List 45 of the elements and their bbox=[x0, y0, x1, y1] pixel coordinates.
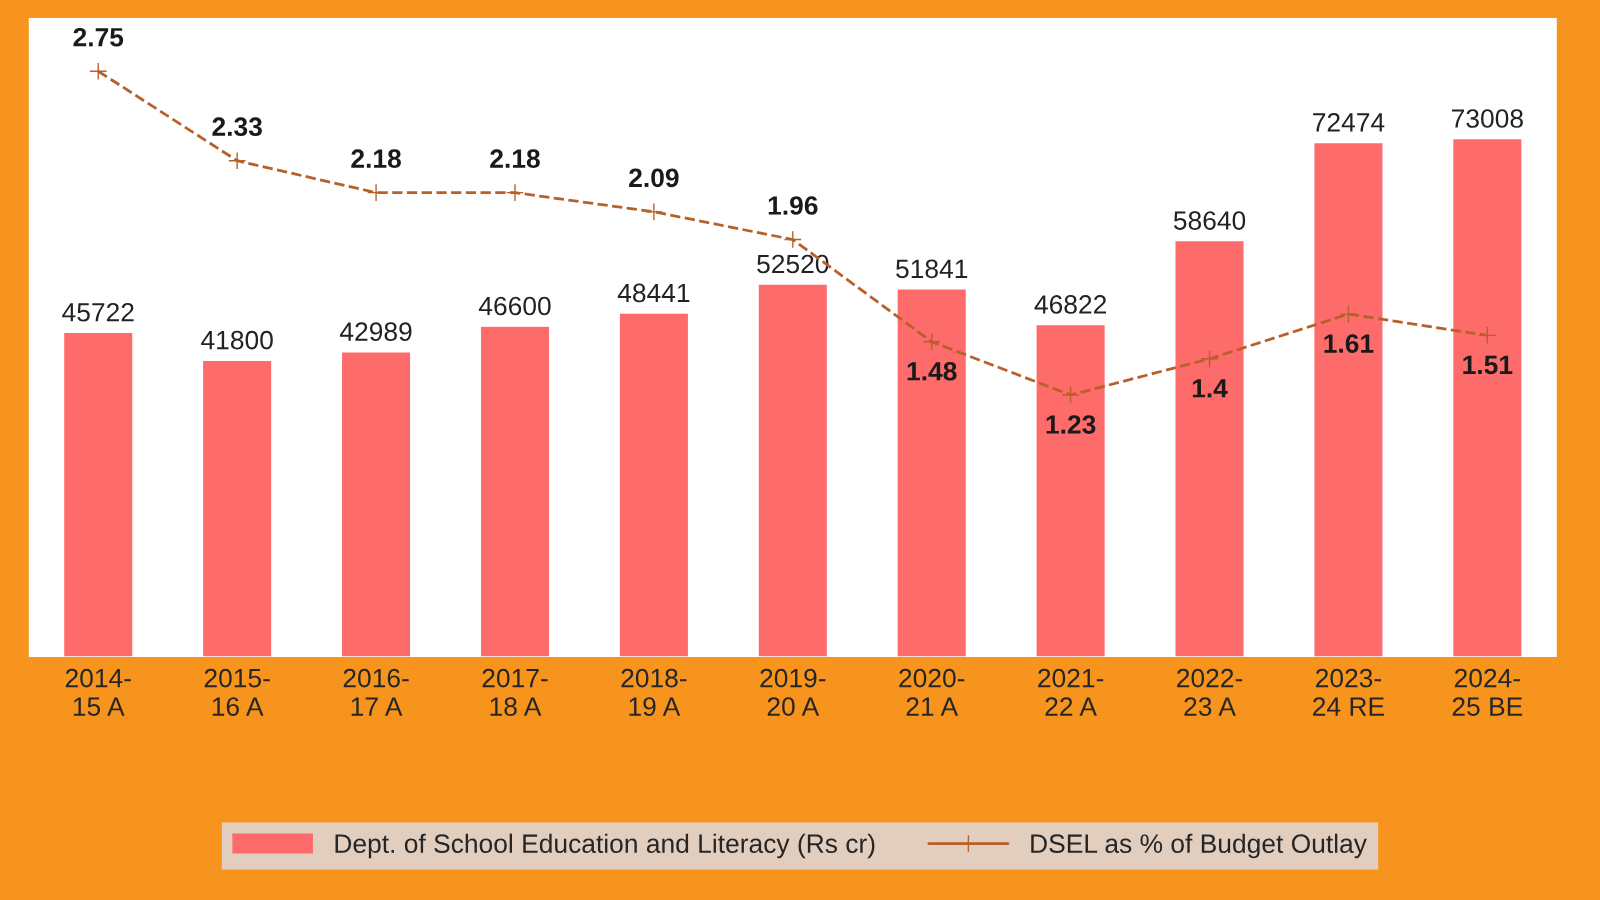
data-label: 1.4 bbox=[1192, 379, 1228, 398]
data-label: 46822 bbox=[1034, 295, 1106, 314]
legend-label: DSEL as % of Budget Outlay bbox=[1031, 833, 1367, 859]
data-label: 1.51 bbox=[1463, 355, 1513, 375]
data-label: 2.18 bbox=[490, 149, 540, 168]
data-label: 1.96 bbox=[768, 196, 818, 215]
point bbox=[1061, 385, 1080, 405]
data-label: 2.75 bbox=[73, 27, 124, 47]
data-label: 2.18 bbox=[351, 149, 401, 168]
x-tick-label: 2021-22 A bbox=[1038, 668, 1104, 716]
point bbox=[1200, 349, 1219, 368]
point bbox=[922, 332, 941, 351]
x-tick-label: 2015-16 A bbox=[204, 668, 270, 716]
data-label: 73008 bbox=[1452, 109, 1523, 128]
x-tick-label: 2023-24 RE bbox=[1313, 668, 1384, 716]
x-tick-label: 2017-18 A bbox=[482, 668, 548, 716]
point bbox=[1339, 305, 1358, 324]
data-label: 51841 bbox=[896, 259, 968, 279]
data-label: 46600 bbox=[478, 296, 551, 316]
x-tick-label: 2018-19 A bbox=[621, 668, 687, 716]
data-label: 72474 bbox=[1313, 112, 1385, 132]
data-label: 2.09 bbox=[629, 168, 679, 188]
point bbox=[1478, 326, 1497, 345]
point bbox=[228, 151, 247, 170]
x-tick-label: 2020-21 A bbox=[899, 668, 965, 716]
data-label: 52520 bbox=[757, 254, 829, 274]
x-tick-label: 2019-20 A bbox=[760, 668, 826, 716]
data-label: 42989 bbox=[339, 322, 412, 342]
point bbox=[644, 202, 663, 221]
data-label: 2.33 bbox=[212, 117, 262, 137]
x-tick-label: 2022-23 A bbox=[1177, 668, 1243, 716]
data-label: 1.48 bbox=[907, 361, 957, 381]
data-label: 58640 bbox=[1173, 211, 1246, 230]
x-tick-label: 2014-15 A bbox=[65, 668, 131, 716]
data-label: 1.23 bbox=[1046, 415, 1096, 434]
legend-label: Dept. of School Education and Literacy (Rs cr) bbox=[335, 833, 875, 859]
point bbox=[783, 230, 802, 249]
point bbox=[89, 62, 108, 81]
data-label: 1.61 bbox=[1324, 334, 1374, 353]
data-label: 48441 bbox=[617, 283, 690, 303]
point bbox=[505, 183, 525, 202]
x-tick-label: 2024-25 BE bbox=[1452, 668, 1523, 716]
data-label: 41800 bbox=[201, 330, 273, 350]
x-tick-label: 2016-17 A bbox=[343, 668, 409, 716]
data-label: 45722 bbox=[62, 302, 134, 322]
